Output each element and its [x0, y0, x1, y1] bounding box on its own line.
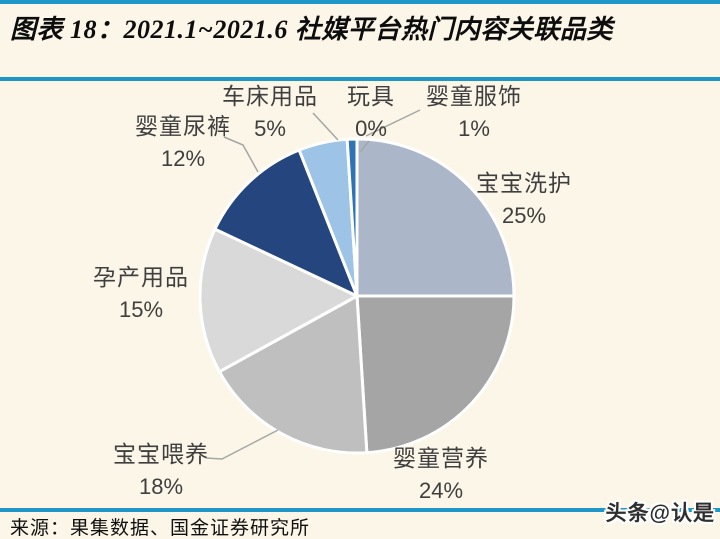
pie-label-baby-feeding: 宝宝喂养 18%: [113, 442, 209, 499]
pie-label-infant-nutrition: 婴童营养 24%: [393, 446, 489, 503]
figure-title: 图表 18：2021.1~2021.6 社媒平台热门内容关联品类: [10, 15, 613, 44]
watermark: 头条@认是: [605, 502, 715, 525]
pie-label-stroller-crib-goods: 车床用品 5%: [222, 84, 318, 141]
leader-infant-apparel: [365, 109, 421, 137]
title-rule: [0, 77, 720, 81]
pie-label-baby-bath-care: 宝宝洗护 25%: [476, 171, 572, 228]
top-rule: [0, 0, 720, 4]
pie-label-baby-diapers: 婴童尿裤 12%: [135, 114, 231, 171]
pie-slice-baby-bath-care: [355, 137, 516, 298]
pie-label-maternity-products: 孕产用品 15%: [93, 265, 189, 322]
pie-slice-maternity-products: [198, 227, 359, 374]
leader-baby-feeding: [205, 429, 279, 460]
pie-slice-baby-diapers: [213, 148, 359, 298]
source-note: 来源：果集数据、国金证券研究所: [10, 518, 311, 539]
pie-label-infant-apparel: 婴童服饰 1%: [426, 84, 522, 141]
leader-stroller-crib: [312, 112, 339, 141]
bottom-rule: [0, 508, 720, 512]
leader-lines: [205, 109, 421, 460]
pie-slices: [198, 137, 516, 455]
pie-slice-infant-nutrition: [355, 294, 516, 455]
pie-slice-infant-apparel: [345, 137, 359, 298]
pie-slice-baby-feeding: [217, 294, 369, 455]
leader-toys: [359, 140, 370, 153]
pie-label-toys: 玩具 0%: [347, 84, 395, 141]
leader-baby-diapers: [223, 136, 259, 173]
